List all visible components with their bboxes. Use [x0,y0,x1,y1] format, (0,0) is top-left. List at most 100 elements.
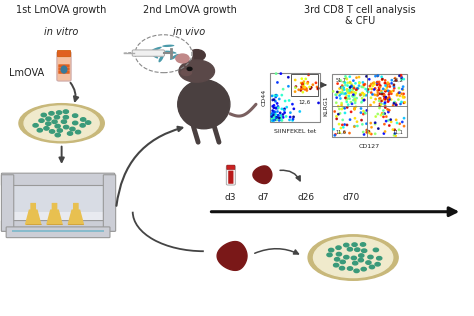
Point [349,88,356,93]
Point [272,117,280,122]
Point [358,122,366,127]
Point [358,118,365,123]
Point [349,93,357,98]
Point [350,92,357,97]
Polygon shape [217,241,247,270]
Point [356,81,363,86]
Point [292,77,299,82]
Point [281,108,288,113]
Point [332,92,339,97]
Point [399,119,406,125]
Point [346,88,353,93]
FancyBboxPatch shape [12,230,104,232]
Point [381,81,389,86]
Point [269,113,277,118]
Point [299,81,306,86]
Circle shape [360,243,365,246]
Point [289,117,297,122]
Point [372,114,380,119]
Circle shape [44,127,49,130]
Point [350,86,358,91]
Point [333,95,340,100]
Point [373,80,381,85]
Point [272,93,280,98]
Point [339,117,346,122]
Point [391,100,398,105]
Point [401,95,408,100]
Point [315,100,322,106]
Point [356,80,363,85]
Point [346,84,354,89]
Point [381,100,389,105]
Point [346,80,354,85]
Point [348,90,356,95]
Point [338,84,346,89]
Point [278,106,286,112]
Point [396,93,403,98]
Point [270,114,278,119]
Point [299,86,307,91]
Circle shape [366,261,371,264]
Circle shape [73,121,78,125]
Point [270,117,278,122]
Point [334,89,341,94]
Point [342,95,349,100]
Point [338,91,346,96]
Point [352,98,359,103]
Point [376,96,384,101]
Point [344,89,352,94]
Point [333,114,340,119]
Point [353,88,360,93]
Point [301,81,308,86]
Circle shape [41,113,46,117]
Point [353,75,360,80]
Point [336,93,343,98]
Point [348,84,356,89]
Point [346,80,354,85]
Point [375,98,383,103]
Circle shape [80,124,85,127]
Ellipse shape [179,60,214,82]
Point [269,97,276,102]
Circle shape [347,267,353,270]
Circle shape [327,253,332,257]
Point [336,111,344,116]
Point [360,82,368,87]
Point [354,86,361,91]
Point [285,98,293,103]
Point [336,130,344,135]
Point [336,86,343,91]
Point [381,122,388,127]
Point [372,74,379,79]
Point [346,96,354,101]
Point [269,115,276,120]
Point [339,87,346,92]
Point [392,78,400,83]
Point [268,112,276,117]
Point [373,93,380,98]
Point [281,110,289,115]
Point [351,97,359,102]
Point [379,86,387,91]
Point [270,113,278,118]
Point [306,84,313,89]
Point [343,99,350,104]
Ellipse shape [170,54,179,60]
Point [269,115,277,120]
Point [271,93,278,98]
Circle shape [70,127,75,131]
Point [399,84,407,89]
Point [398,91,405,96]
Point [329,89,337,94]
Point [350,124,358,129]
Circle shape [81,118,86,121]
Point [397,73,405,78]
FancyBboxPatch shape [228,171,233,184]
Point [355,83,363,88]
Circle shape [328,248,334,252]
Circle shape [377,257,382,260]
Bar [291,74,319,96]
Point [301,87,309,92]
Circle shape [33,124,38,127]
Point [358,84,365,89]
